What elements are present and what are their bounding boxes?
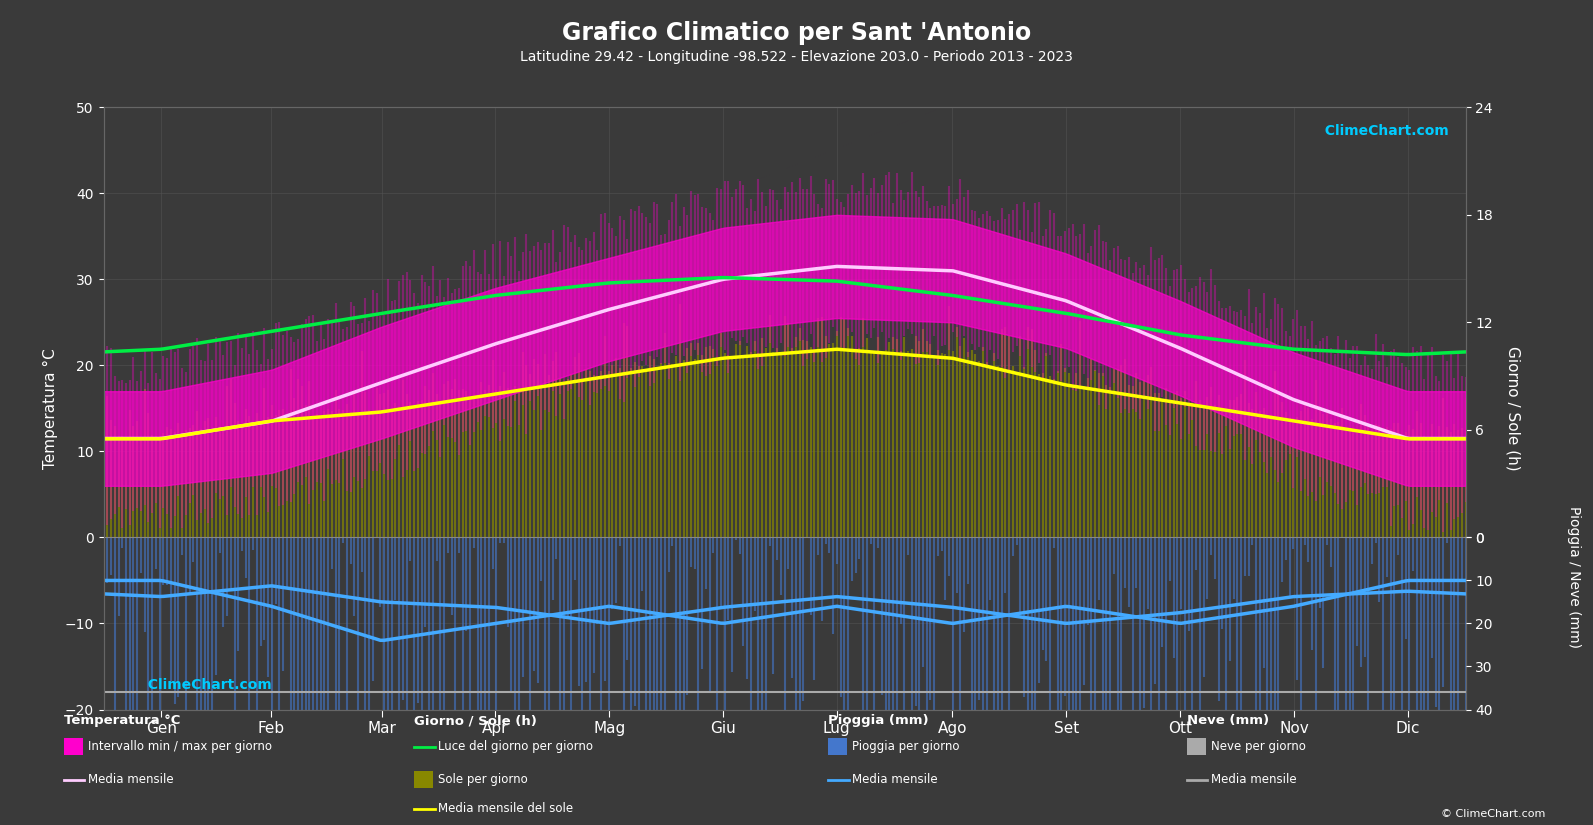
Text: Neve per giorno: Neve per giorno [1211, 740, 1306, 753]
Y-axis label: Temperatura °C: Temperatura °C [43, 348, 57, 469]
Text: Pioggia / Neve (mm): Pioggia / Neve (mm) [1568, 507, 1580, 648]
Text: Giorno / Sole (h): Giorno / Sole (h) [414, 714, 537, 728]
Text: Media mensile del sole: Media mensile del sole [438, 802, 573, 815]
Text: Grafico Climatico per Sant 'Antonio: Grafico Climatico per Sant 'Antonio [562, 21, 1031, 45]
Text: Temperatura °C: Temperatura °C [64, 714, 180, 728]
Text: Media mensile: Media mensile [852, 773, 938, 786]
Text: Latitudine 29.42 - Longitudine -98.522 - Elevazione 203.0 - Periodo 2013 - 2023: Latitudine 29.42 - Longitudine -98.522 -… [519, 50, 1074, 64]
Text: Pioggia (mm): Pioggia (mm) [828, 714, 929, 728]
Text: Media mensile: Media mensile [1211, 773, 1297, 786]
Text: ClimeChart.com: ClimeChart.com [137, 678, 271, 692]
Text: Sole per giorno: Sole per giorno [438, 773, 527, 786]
Text: © ClimeChart.com: © ClimeChart.com [1440, 808, 1545, 818]
Text: Luce del giorno per giorno: Luce del giorno per giorno [438, 740, 593, 753]
Y-axis label: Giorno / Sole (h): Giorno / Sole (h) [1505, 346, 1521, 471]
Text: ClimeChart.com: ClimeChart.com [1314, 125, 1448, 139]
Text: Intervallo min / max per giorno: Intervallo min / max per giorno [88, 740, 272, 753]
Text: Media mensile: Media mensile [88, 773, 174, 786]
Text: Pioggia per giorno: Pioggia per giorno [852, 740, 959, 753]
Text: Neve (mm): Neve (mm) [1187, 714, 1270, 728]
